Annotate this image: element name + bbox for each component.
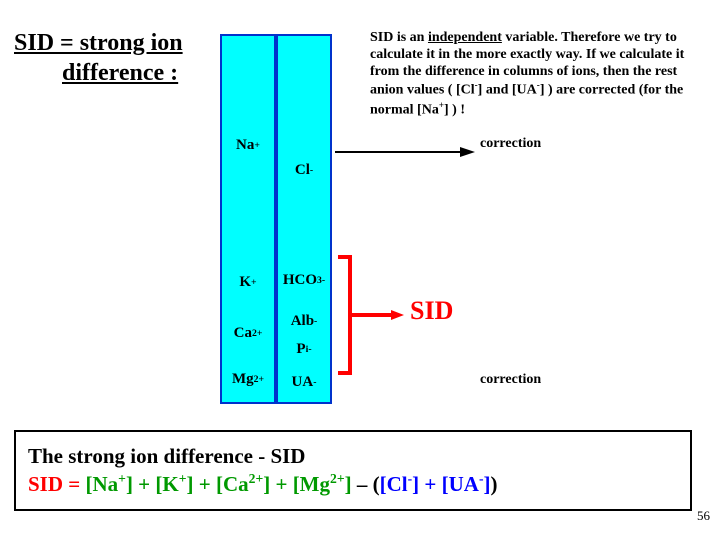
formula-box: The strong ion difference - SID SID = [N… xyxy=(14,430,692,511)
title-line-2: difference : xyxy=(14,60,178,86)
explain-d: ] and [UA xyxy=(478,83,537,98)
explanation-text: SID is an independent variable. Therefor… xyxy=(370,30,710,119)
formula-minus: – ( xyxy=(352,472,380,496)
cation-seg-3: Mg2+ xyxy=(222,356,274,402)
formula-sid: SID = xyxy=(28,472,85,496)
title-line-1: SID = strong ion xyxy=(14,30,183,56)
correction-arrow-1 xyxy=(335,146,475,158)
anion-seg-0 xyxy=(278,36,330,86)
cation-column: Na+K+Ca2+Mg2+ xyxy=(220,34,276,404)
explain-f: ] ) ! xyxy=(444,103,465,118)
sid-bracket xyxy=(336,255,354,375)
explain-b: independent xyxy=(428,30,502,45)
formula-title: The strong ion difference - SID xyxy=(28,442,678,470)
anion-seg-3: Alb- xyxy=(278,307,330,337)
sid-label: SID xyxy=(410,296,453,326)
correction-label-2: correction xyxy=(480,372,541,388)
anion-column: Cl-HCO3-Alb-Pi-UA- xyxy=(276,34,332,404)
anion-seg-5: UA- xyxy=(278,362,330,402)
formula-close: ) xyxy=(491,472,498,496)
ion-columns: Na+K+Ca2+Mg2+ Cl-HCO3-Alb-Pi-UA- xyxy=(220,34,332,404)
anion-seg-2: HCO3- xyxy=(278,255,330,307)
cation-seg-0: Na+ xyxy=(222,36,274,255)
page-number: 56 xyxy=(697,508,710,524)
anion-seg-1: Cl- xyxy=(278,86,330,255)
formula-cations: [Na+] + [K+] + [Ca2+] + [Mg2+] xyxy=(85,472,351,496)
cation-seg-2: Ca2+ xyxy=(222,311,274,357)
formula-anions: [Cl-] + [UA-] xyxy=(380,472,491,496)
formula-equation: SID = [Na+] + [K+] + [Ca2+] + [Mg2+] – (… xyxy=(28,470,678,498)
cation-seg-1: K+ xyxy=(222,255,274,311)
slide-title: SID = strong ion difference : xyxy=(14,28,183,88)
anion-seg-4: Pi- xyxy=(278,336,330,362)
explain-a: SID is an xyxy=(370,30,428,45)
correction-label-1: correction xyxy=(480,136,541,152)
